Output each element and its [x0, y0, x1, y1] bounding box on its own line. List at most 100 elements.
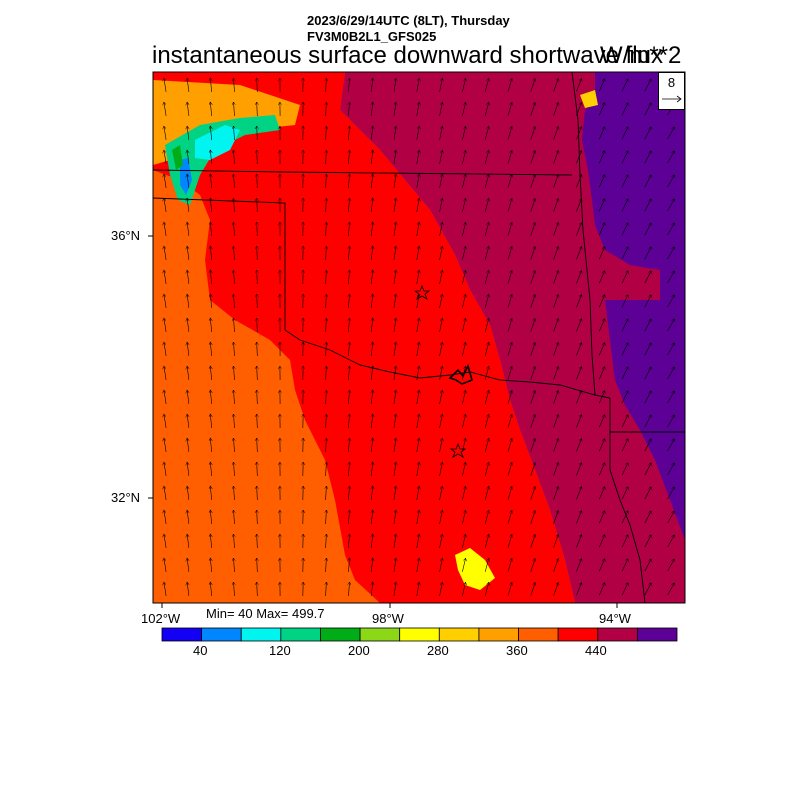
wind-arrow: [234, 78, 235, 93]
wind-arrow: [644, 343, 651, 356]
wind-arrow: [621, 271, 628, 284]
wind-arrow: [621, 223, 628, 236]
lon-label-102w: 102°W: [141, 611, 181, 626]
colorbar-label: 360: [506, 643, 528, 658]
wind-arrow: [598, 463, 605, 476]
wind-arrow: [530, 462, 535, 476]
wind-arrow: [553, 174, 559, 188]
wind-arrow: [530, 198, 535, 212]
wind-arrow: [439, 462, 443, 476]
wind-arrow: [257, 414, 258, 429]
wind-arrow: [439, 126, 443, 140]
wind-arrow: [439, 294, 443, 308]
wind-arrow: [484, 438, 489, 452]
wind-arrow: [621, 367, 628, 380]
wind-arrow: [371, 126, 373, 141]
wind-arrow: [371, 78, 373, 93]
wind-arrow: [621, 151, 628, 164]
wind-arrow: [553, 150, 559, 164]
wind-arrow: [576, 199, 581, 212]
wind-arrow: [484, 222, 489, 236]
wind-arrow: [371, 390, 373, 405]
wind-arrow: [210, 222, 211, 237]
wind-arrow: [621, 415, 628, 428]
wind-arrow: [530, 342, 535, 356]
wind-arrow: [667, 151, 675, 164]
wind-arrow: [210, 102, 211, 117]
wind-arrow: [210, 342, 211, 357]
wind-arrow: [576, 79, 581, 92]
wind-arrow: [257, 582, 258, 597]
wind-arrow: [484, 102, 489, 116]
wind-arrow: [187, 558, 189, 572]
wind-arrow: [416, 246, 419, 260]
wind-arrow: [234, 534, 235, 549]
wind-arrow: [621, 175, 628, 188]
wind-arrow: [257, 270, 258, 285]
lat-label-32n: 32°N: [111, 490, 141, 505]
wind-arrow: [484, 366, 489, 380]
wind-arrow: [234, 558, 235, 573]
wind-arrow: [371, 174, 373, 189]
wind-arrow: [371, 294, 373, 309]
wind-arrow: [507, 558, 512, 572]
wind-vector-field: [164, 78, 675, 597]
wind-arrow: [667, 319, 675, 332]
wind-arrow: [576, 319, 581, 332]
wind-arrow: [164, 198, 167, 212]
wind-arrow: [439, 510, 443, 524]
wind-arrow: [462, 222, 465, 236]
wind-arrow: [439, 342, 443, 356]
wind-arrow: [553, 342, 559, 356]
wind-arrow: [530, 558, 535, 572]
wind-arrow: [164, 390, 167, 404]
wind-arrow: [644, 559, 651, 572]
wind-arrow: [371, 510, 373, 525]
wind-arrow: [326, 558, 327, 573]
wind-arrow: [553, 390, 559, 404]
wind-arrow: [234, 102, 235, 117]
wind-arrow: [164, 414, 167, 428]
wind-arrow: [530, 318, 535, 332]
wind-arrow: [326, 462, 327, 477]
wind-arrow: [621, 391, 628, 404]
wind-arrow: [164, 438, 167, 452]
wind-arrow: [598, 367, 605, 380]
wind-arrow: [234, 246, 235, 261]
wind-arrow: [644, 103, 651, 116]
wind-arrow: [393, 78, 396, 92]
wind-arrow: [257, 390, 258, 405]
wind-arrow: [576, 487, 581, 500]
wind-arrow: [462, 582, 465, 596]
wind-arrow: [484, 270, 489, 284]
wind-arrow: [371, 270, 373, 285]
wind-arrow: [507, 270, 512, 284]
wind-arrow: [234, 486, 235, 501]
wind-arrow: [257, 78, 258, 93]
wind-arrow: [530, 486, 535, 500]
wind-arrow: [576, 511, 581, 524]
wind-arrow: [598, 391, 605, 404]
wind-arrow: [234, 582, 235, 597]
wind-arrow: [439, 78, 443, 92]
wind-arrow: [210, 318, 211, 333]
wind-arrow: [439, 582, 443, 596]
wind-arrow: [371, 318, 373, 333]
wind-arrow: [371, 462, 373, 477]
wind-arrow: [439, 222, 443, 236]
wind-arrow: [164, 486, 167, 500]
wind-arrow: [187, 102, 189, 116]
wind-arrow: [598, 295, 605, 308]
wind-arrow: [530, 366, 535, 380]
wind-arrow: [416, 414, 419, 428]
wind-arrow: [507, 222, 512, 236]
wind-arrow: [164, 246, 167, 260]
wind-arrow: [644, 583, 651, 596]
wind-arrow: [164, 126, 167, 140]
wind-arrow: [598, 223, 605, 236]
wind-arrow: [257, 366, 258, 381]
wind-arrow: [416, 150, 419, 164]
wind-arrow: [234, 150, 235, 165]
wind-arrow: [393, 438, 396, 452]
wind-arrow: [462, 198, 465, 212]
